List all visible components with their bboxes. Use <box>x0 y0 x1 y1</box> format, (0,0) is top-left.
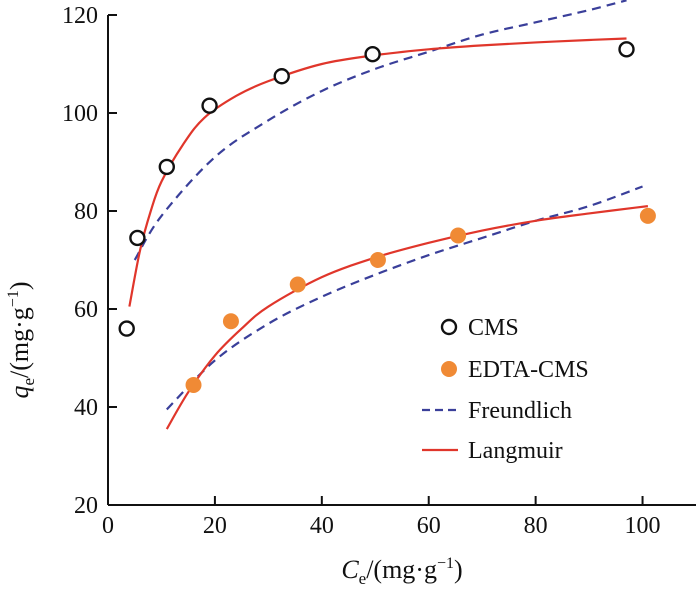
freundlich-curve-1 <box>133 0 627 261</box>
y-tick-label: 20 <box>74 493 98 519</box>
y-tick-label: 60 <box>74 297 98 323</box>
cms-point <box>273 68 290 85</box>
y-tick-label: 120 <box>62 3 98 29</box>
edta-cms-point <box>222 313 239 330</box>
legend-marker-cms <box>440 318 458 336</box>
x-tick-label: 40 <box>310 513 334 539</box>
cms-point <box>364 46 381 63</box>
y-tick-label: 40 <box>74 395 98 421</box>
x-tick-label: 0 <box>102 513 114 539</box>
cms-point <box>201 97 218 114</box>
edta-cms-point <box>185 376 202 393</box>
legend-marker-edta-cms <box>441 361 457 377</box>
x-tick-label: 100 <box>625 513 661 539</box>
x-axis-label: Ce/(mg·g−1) <box>341 555 462 588</box>
x-tick-label: 20 <box>203 513 227 539</box>
legend-label-edta-cms: EDTA-CMS <box>468 357 589 383</box>
cms-point <box>129 229 146 247</box>
edta-cms-point <box>639 207 656 224</box>
langmuir-curve-2 <box>165 205 649 430</box>
cms-point <box>118 320 135 337</box>
y-axis-label: qe/(mg·g−1) <box>5 281 38 398</box>
edta-cms-point <box>369 252 386 268</box>
legend: CMS EDTA-CMS Freundlich Langmuir <box>422 315 589 464</box>
legend-label-langmuir: Langmuir <box>468 438 563 464</box>
y-tick-label: 100 <box>62 101 98 127</box>
cms-point <box>618 41 635 58</box>
edta-cms-point <box>450 227 467 244</box>
data-points <box>118 41 656 393</box>
x-tick-label: 80 <box>524 513 548 539</box>
cms-point <box>158 158 176 176</box>
x-tick-label: 60 <box>417 513 441 539</box>
legend-label-freundlich: Freundlich <box>468 398 572 424</box>
freundlich-curve-2 <box>166 185 643 411</box>
langmuir-curve-1 <box>128 37 627 307</box>
y-tick-label: 80 <box>74 199 98 225</box>
edta-cms-point <box>289 276 306 293</box>
legend-label-cms: CMS <box>468 315 519 341</box>
fit-curves <box>128 0 649 430</box>
